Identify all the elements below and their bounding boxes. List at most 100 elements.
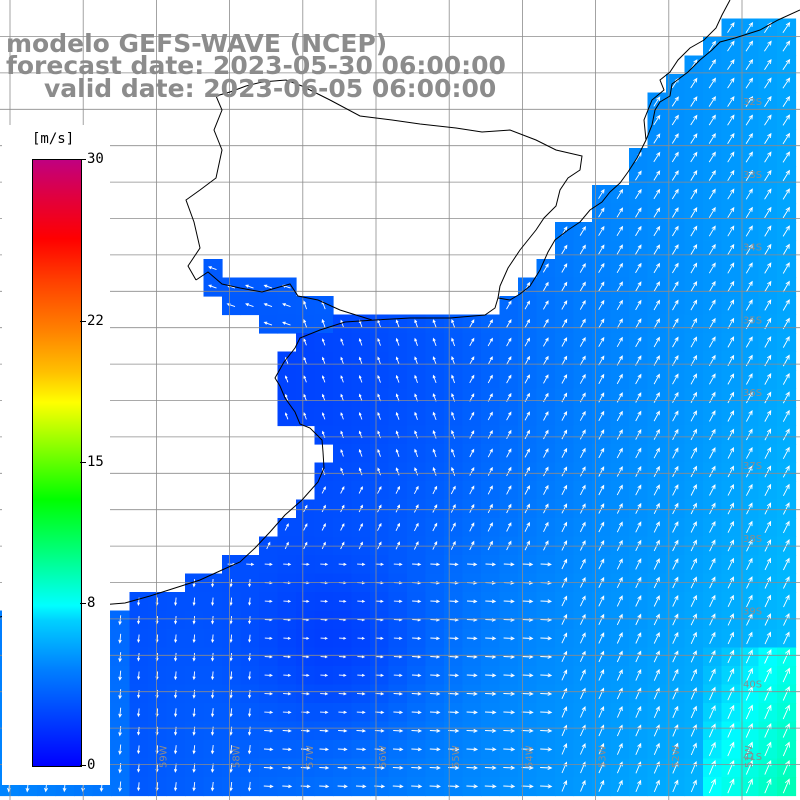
- wind-arrow: [192, 763, 196, 773]
- wind-arrow: [432, 337, 437, 347]
- wind-arrow: [451, 319, 456, 328]
- wind-arrow: [524, 448, 531, 458]
- wind-arrow: [319, 710, 329, 714]
- wind-arrow: [485, 654, 497, 659]
- wind-arrow: [485, 599, 497, 604]
- wind-arrow: [264, 655, 273, 659]
- wind-arrow: [137, 652, 141, 662]
- wind-arrow: [524, 337, 531, 347]
- wind-arrow: [653, 281, 661, 292]
- wind-arrow: [506, 466, 512, 477]
- wind-arrow: [282, 321, 291, 326]
- wind-arrow: [764, 428, 772, 441]
- wind-arrow: [521, 747, 534, 752]
- wind-arrow: [540, 710, 553, 715]
- wind-arrow: [339, 655, 347, 659]
- wind-arrow: [503, 765, 516, 770]
- wind-arrow: [616, 188, 624, 200]
- wind-arrow: [506, 485, 512, 495]
- wind-arrow: [377, 411, 381, 420]
- wind-arrow: [708, 59, 716, 70]
- wind-arrow: [136, 782, 141, 792]
- wind-arrow: [319, 747, 330, 752]
- wind-arrow: [579, 650, 586, 662]
- wind-arrow: [414, 337, 418, 346]
- wind-arrow: [616, 558, 623, 570]
- wind-arrow: [690, 465, 697, 478]
- wind-arrow: [653, 151, 661, 163]
- longitude-label: 59W: [158, 745, 169, 768]
- wind-arrow: [708, 170, 716, 181]
- wind-arrow: [635, 632, 642, 644]
- wind-arrow: [320, 692, 329, 696]
- wind-arrow: [782, 151, 791, 163]
- wind-arrow: [448, 655, 460, 659]
- wind-arrow: [690, 169, 698, 181]
- wind-arrow: [782, 77, 791, 89]
- wind-arrow: [377, 356, 381, 365]
- wind-arrow: [448, 728, 460, 733]
- colorbar-tick-mark: [80, 159, 86, 160]
- wind-arrow: [690, 114, 698, 126]
- wind-arrow: [264, 562, 273, 566]
- wind-arrow: [540, 691, 553, 696]
- wind-arrow: [782, 206, 790, 219]
- wind-arrow: [616, 410, 623, 422]
- wind-arrow: [338, 692, 347, 696]
- wind-arrow: [340, 523, 345, 531]
- wind-arrow: [727, 114, 735, 126]
- wind-arrow: [709, 686, 716, 701]
- wind-arrow: [709, 428, 716, 441]
- wind-arrow: [782, 243, 790, 256]
- wind-arrow: [448, 692, 460, 696]
- wind-arrow: [521, 636, 534, 641]
- wind-arrow: [358, 319, 363, 328]
- wind-arrow: [616, 687, 623, 700]
- wind-arrow: [579, 373, 586, 384]
- wind-arrow: [137, 616, 141, 625]
- wind-arrow: [506, 337, 512, 347]
- wind-arrow: [653, 392, 660, 403]
- wind-arrow: [672, 521, 679, 533]
- wind-arrow: [210, 745, 215, 755]
- wind-arrow: [340, 467, 344, 476]
- wind-arrow: [487, 319, 493, 328]
- wind-arrow: [503, 728, 516, 733]
- wind-arrow: [503, 562, 515, 567]
- wind-arrow: [393, 562, 403, 566]
- wind-arrow: [282, 729, 292, 733]
- wind-arrow: [229, 689, 233, 699]
- wind-arrow: [764, 649, 772, 664]
- wind-arrow: [411, 784, 423, 789]
- wind-arrow: [321, 412, 326, 420]
- wind-arrow: [708, 77, 716, 89]
- wind-arrow: [432, 504, 438, 513]
- wind-arrow: [466, 747, 479, 752]
- wind-arrow: [616, 779, 623, 792]
- wind-arrow: [174, 615, 178, 625]
- wind-arrow: [412, 562, 422, 567]
- wind-arrow: [263, 284, 273, 289]
- wind-arrow: [635, 392, 642, 403]
- wind-arrow: [764, 594, 771, 608]
- wind-arrow: [616, 429, 623, 440]
- wind-arrow: [598, 447, 605, 459]
- wind-arrow: [303, 338, 307, 346]
- wind-arrow: [709, 373, 716, 385]
- colorbar-tick-mark: [80, 320, 86, 322]
- wind-arrow: [746, 428, 753, 441]
- wind-arrow: [211, 634, 215, 644]
- wind-arrow: [709, 299, 716, 311]
- wind-arrow: [393, 710, 404, 715]
- wind-arrow: [727, 428, 735, 441]
- wind-arrow: [690, 502, 697, 515]
- wind-arrow: [764, 372, 772, 385]
- wind-arrow: [543, 300, 549, 310]
- wind-arrow: [392, 766, 404, 770]
- wind-arrow: [616, 742, 623, 755]
- wind-arrow: [136, 745, 141, 755]
- wind-arrow: [561, 632, 568, 644]
- wind-arrow: [690, 262, 698, 274]
- wind-arrow: [338, 710, 348, 714]
- wind-arrow: [432, 522, 438, 532]
